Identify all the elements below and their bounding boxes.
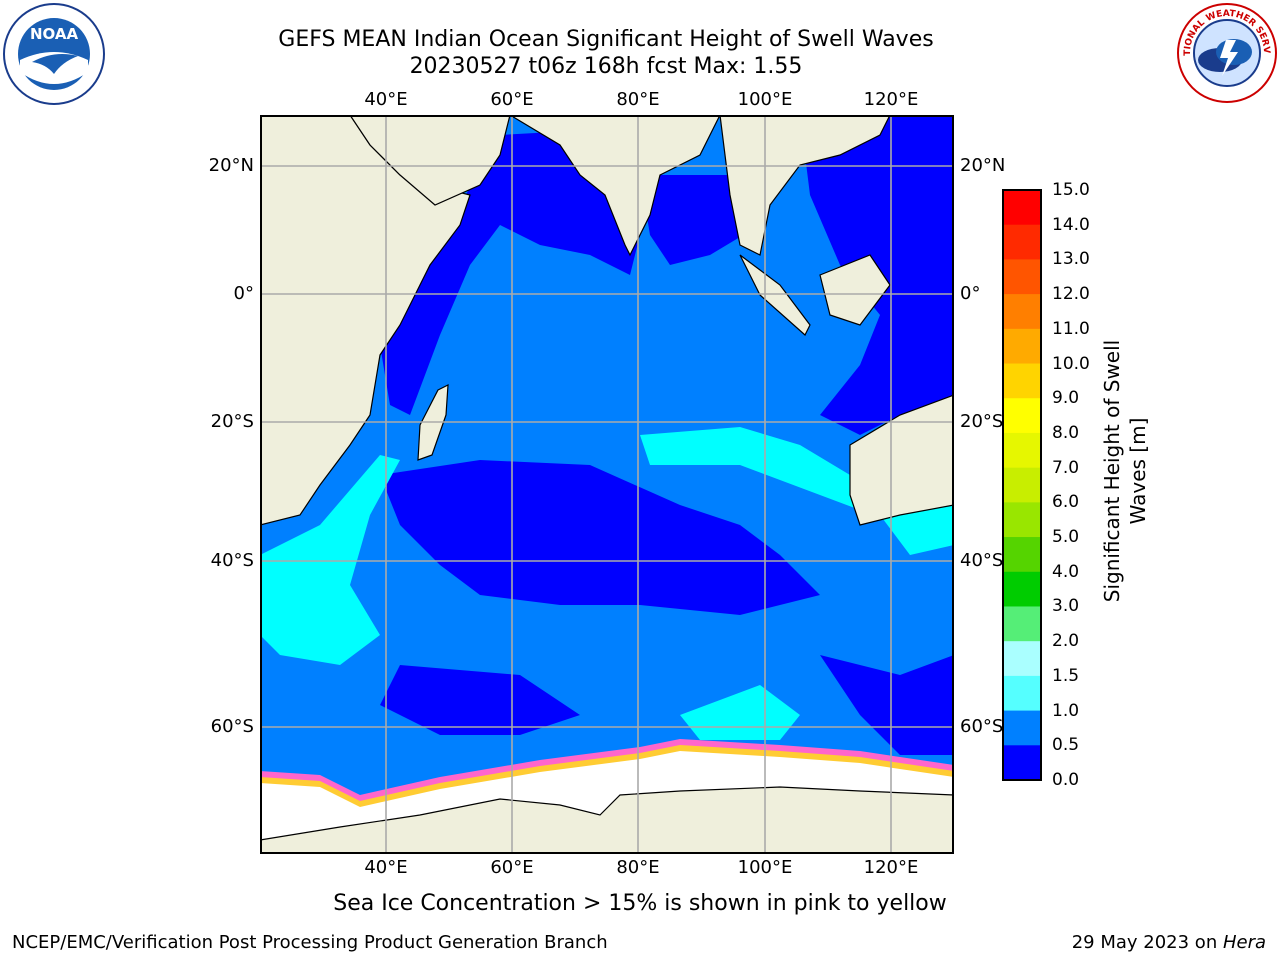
footer-date-text: 29 May 2023 on (1071, 932, 1223, 953)
colorbar-segment (1003, 606, 1041, 642)
colorbar-tick-label: 1.5 (1052, 665, 1080, 686)
y-tick-left-20s: 20°S (210, 411, 254, 432)
colorbar-tick-label: 13.0 (1052, 249, 1090, 270)
x-tick-top-100e: 100°E (737, 89, 793, 110)
colorbar-segment (1003, 398, 1041, 434)
colorbar-tick-label: 9.0 (1052, 388, 1080, 409)
sea-ice-caption: Sea Ice Concentration > 15% is shown in … (333, 891, 947, 916)
colorbar-segment (1003, 745, 1041, 781)
map-frame (260, 115, 954, 854)
svg-text:NOAA: NOAA (30, 25, 79, 43)
x-tick-bottom-40e: 40°E (364, 857, 408, 878)
sumatra-land (739, 254, 811, 336)
x-tick-top-120e: 120°E (863, 89, 919, 110)
australia-land (849, 394, 954, 526)
colorbar-tick-label: 6.0 (1052, 492, 1080, 513)
colorbar-segment (1003, 502, 1041, 538)
swell-low-southern-central (380, 460, 820, 615)
colorbar-tick-label: 15.0 (1052, 180, 1090, 200)
colorbar-segment (1003, 259, 1041, 295)
colorbar-tick-label: 0.0 (1052, 770, 1080, 790)
y-tick-left-60s: 60°S (210, 716, 254, 737)
antarctica-land (260, 786, 954, 854)
y-tick-left-40s: 40°S (210, 550, 254, 571)
y-tick-left-0: 0° (233, 283, 254, 304)
map-title: GEFS MEAN Indian Ocean Significant Heigh… (278, 27, 934, 52)
colorbar-label-line2: Waves [m] (1126, 417, 1150, 525)
x-tick-bottom-60e: 60°E (490, 857, 534, 878)
colorbar-segment (1003, 328, 1041, 365)
colorbar-label: Significant Height of Swell Waves [m] (1099, 306, 1151, 636)
y-tick-right-60s: 60°S (960, 716, 1004, 737)
colorbar-segment (1003, 294, 1041, 330)
x-tick-top-60e: 60°E (490, 89, 534, 110)
noaa-logo: NOAA (3, 3, 105, 105)
swell-low-south-west (380, 665, 580, 735)
swell-low-arabian-sea (380, 130, 640, 415)
colorbar-segment (1003, 363, 1041, 399)
y-tick-left-20n: 20°N (208, 155, 254, 176)
colorbar-label-line1: Significant Height of Swell (1100, 339, 1124, 603)
colorbar-segment (1003, 224, 1041, 260)
colorbar-segment (1003, 467, 1041, 503)
india-land (508, 115, 721, 257)
y-tick-right-20s: 20°S (960, 411, 1004, 432)
x-tick-bottom-80e: 80°E (616, 857, 660, 878)
colorbar-tick-label: 14.0 (1052, 214, 1090, 235)
colorbar-tick-label: 7.0 (1052, 457, 1080, 478)
graticule (260, 115, 954, 854)
x-tick-bottom-120e: 120°E (863, 857, 919, 878)
footer-machine: Hera (1222, 932, 1266, 953)
colorbar-tick-label: 2.0 (1052, 631, 1080, 652)
colorbar (1002, 189, 1042, 781)
colorbar-tick-label: 8.0 (1052, 422, 1080, 443)
swell-high-south-west (260, 455, 400, 665)
x-tick-top-80e: 80°E (616, 89, 660, 110)
se-asia-land (719, 115, 891, 256)
colorbar-frame (1002, 189, 1042, 781)
colorbar-tick-label: 10.0 (1052, 353, 1090, 374)
footer-date: 29 May 2023 on Hera (1072, 932, 1266, 953)
borneo-land (819, 254, 891, 326)
nws-logo: NATIONAL WEATHER SERVICE (1176, 2, 1277, 103)
map-subtitle: 20230527 t06z 168h fcst Max: 1.55 (409, 54, 803, 79)
colorbar-tick-label: 1.0 (1052, 700, 1080, 721)
footer-organization: NCEP/EMC/Verification Post Processing Pr… (12, 932, 608, 953)
colorbar-tick-label: 12.0 (1052, 284, 1090, 305)
colorbar-tick-label: 5.0 (1052, 527, 1080, 548)
swell-high-east (880, 505, 954, 555)
colorbar-segment (1003, 432, 1041, 469)
swell-high-central (640, 427, 860, 510)
colorbar-tick-label: 3.0 (1052, 596, 1080, 617)
colorbar-segment (1003, 675, 1041, 712)
swell-low-south-east (820, 655, 954, 755)
colorbar-segment (1003, 641, 1041, 677)
y-tick-right-0: 0° (960, 283, 981, 304)
swell-height-map (260, 115, 954, 854)
x-tick-top-40e: 40°E (364, 89, 408, 110)
colorbar-tick-label: 4.0 (1052, 561, 1080, 582)
colorbar-tick-label: 0.5 (1052, 735, 1080, 756)
colorbar-segment (1003, 537, 1041, 573)
x-tick-bottom-100e: 100°E (737, 857, 793, 878)
colorbar-tick-label: 11.0 (1052, 318, 1090, 339)
colorbar-segment (1003, 710, 1041, 746)
arabia-land (349, 115, 511, 206)
colorbar-segment (1003, 571, 1041, 607)
y-tick-right-20n: 20°N (960, 155, 1006, 176)
y-tick-right-40s: 40°S (960, 550, 1004, 571)
colorbar-segment (1003, 190, 1041, 226)
